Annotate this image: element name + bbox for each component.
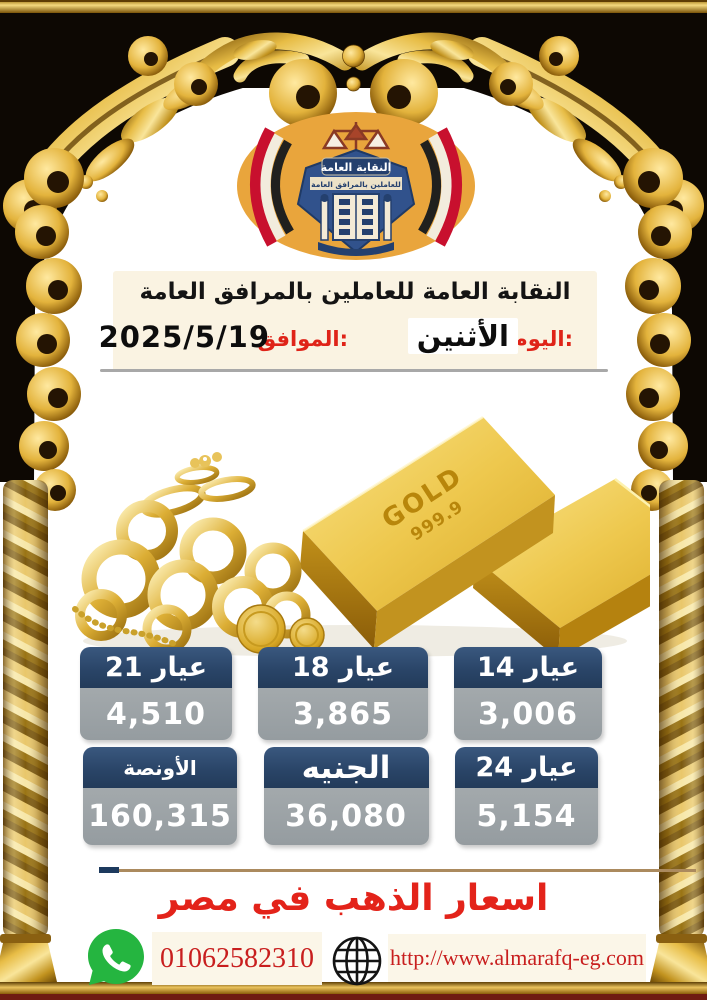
price-cell-karat-18: عيار 18 3,865 [258,647,428,740]
gold-bars-jewelry-image: GOLD 999.9 [72,415,650,659]
day-value: الأثنين [407,318,518,354]
price-cell-value: 3,865 [258,688,428,740]
price-cell-label: عيار 14 [454,647,602,688]
top-black-band [0,12,707,88]
price-cell-label: الأونصة [83,747,237,788]
price-cell-pound: الجنيه 36,080 [263,747,429,845]
top-gold-bar [0,0,707,13]
date-label: الموافق: [257,327,348,351]
separator-line [100,369,608,372]
gold-bar-back [473,478,650,659]
price-cell-value: 4,510 [80,688,232,740]
emblem-subtitle: للعاملين بالمرافق العامة [311,180,401,189]
price-row-2: عيار 24 5,154 الجنيه 36,080 الأونصة 160,… [83,747,598,845]
bottom-maroon-strip [0,994,707,1000]
phone-strip: 01062582310 [152,932,322,985]
price-cell-value: 36,080 [263,788,429,845]
price-cell-karat-24: عيار 24 5,154 [455,747,598,845]
website-url[interactable]: http://www.almarafq-eg.com [390,945,644,970]
corner-ornament [3,37,240,233]
emblem-title: النقابة العامة [321,161,392,174]
price-cell-label: عيار 24 [455,747,598,788]
price-row-1: عيار 14 3,006 عيار 18 3,865 عيار 21 4,51… [80,647,602,740]
day-label: اليوم: [512,327,573,351]
jewelry-pile [72,452,325,654]
price-cell-value: 160,315 [83,788,237,845]
price-cell-label: عيار 21 [80,647,232,688]
poster-title: اسعار الذهب في مصر [158,878,549,919]
whatsapp-icon[interactable] [82,925,150,989]
page-title: النقابة العامة للعاملين بالمرافق العامة [139,279,571,305]
price-cell-value: 5,154 [455,788,598,845]
egypt-flag-left-icon [250,127,294,247]
price-cell-ounce: الأونصة 160,315 [83,747,237,845]
date-value: 2025/5/19 [98,320,270,354]
price-cell-label: الجنيه [263,747,429,788]
price-cell-karat-14: عيار 14 3,006 [454,647,602,740]
separator-navy-tick [99,867,119,873]
price-cell-karat-21: عيار 21 4,510 [80,647,232,740]
globe-icon [332,936,382,986]
syndicate-logo: النقابة العامة للعاملين بالمرافق العامة [237,112,475,260]
website-strip: http://www.almarafq-eg.com [388,934,646,982]
building-icon [318,193,394,256]
separator-brown-line [119,869,696,872]
egypt-flag-right-icon [418,127,462,247]
price-cell-label: عيار 18 [258,647,428,688]
price-cell-value: 3,006 [454,688,602,740]
phone-number[interactable]: 01062582310 [160,942,314,974]
